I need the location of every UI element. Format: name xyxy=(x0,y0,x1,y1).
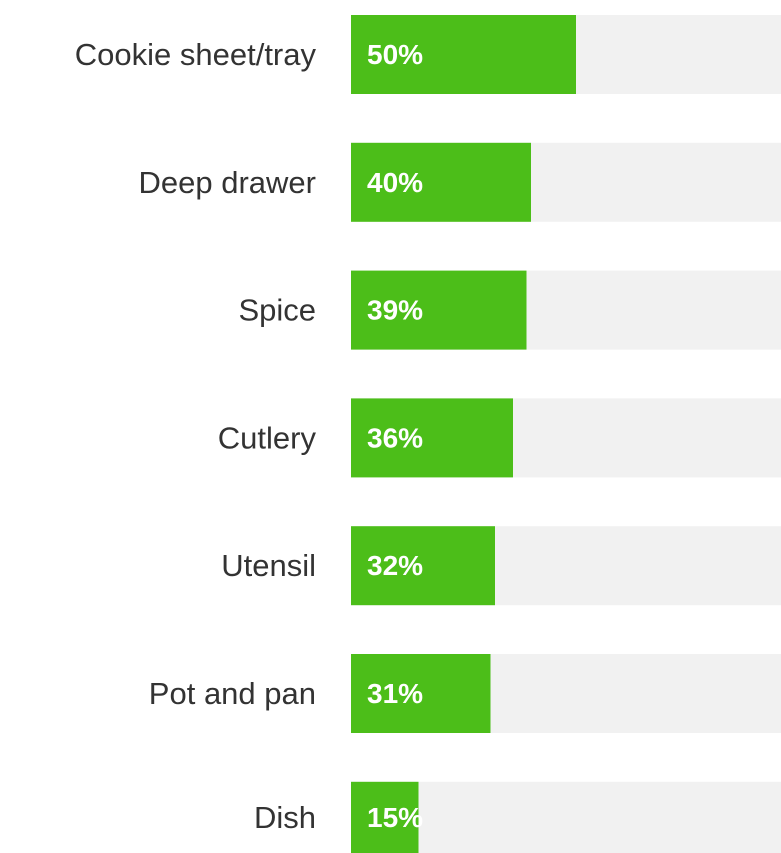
value-label: 40% xyxy=(367,167,423,198)
value-label: 31% xyxy=(367,678,423,709)
bar xyxy=(351,270,527,350)
category-label: Dish xyxy=(254,800,316,835)
value-label: 15% xyxy=(367,802,423,833)
value-label: 32% xyxy=(367,550,423,581)
bar xyxy=(351,526,495,606)
bar xyxy=(351,654,491,733)
category-label: Deep drawer xyxy=(139,165,316,200)
category-label: Cookie sheet/tray xyxy=(75,37,317,72)
value-label: 50% xyxy=(367,39,423,70)
bar xyxy=(351,15,576,94)
bar xyxy=(351,398,513,478)
bar-track xyxy=(351,781,781,853)
category-label: Pot and pan xyxy=(149,676,316,711)
value-label: 36% xyxy=(367,422,423,453)
value-label: 39% xyxy=(367,295,423,326)
category-label: Spice xyxy=(238,293,316,328)
category-label: Utensil xyxy=(221,548,316,583)
category-label: Cutlery xyxy=(218,420,317,455)
bar xyxy=(351,781,419,853)
bar xyxy=(351,142,531,222)
